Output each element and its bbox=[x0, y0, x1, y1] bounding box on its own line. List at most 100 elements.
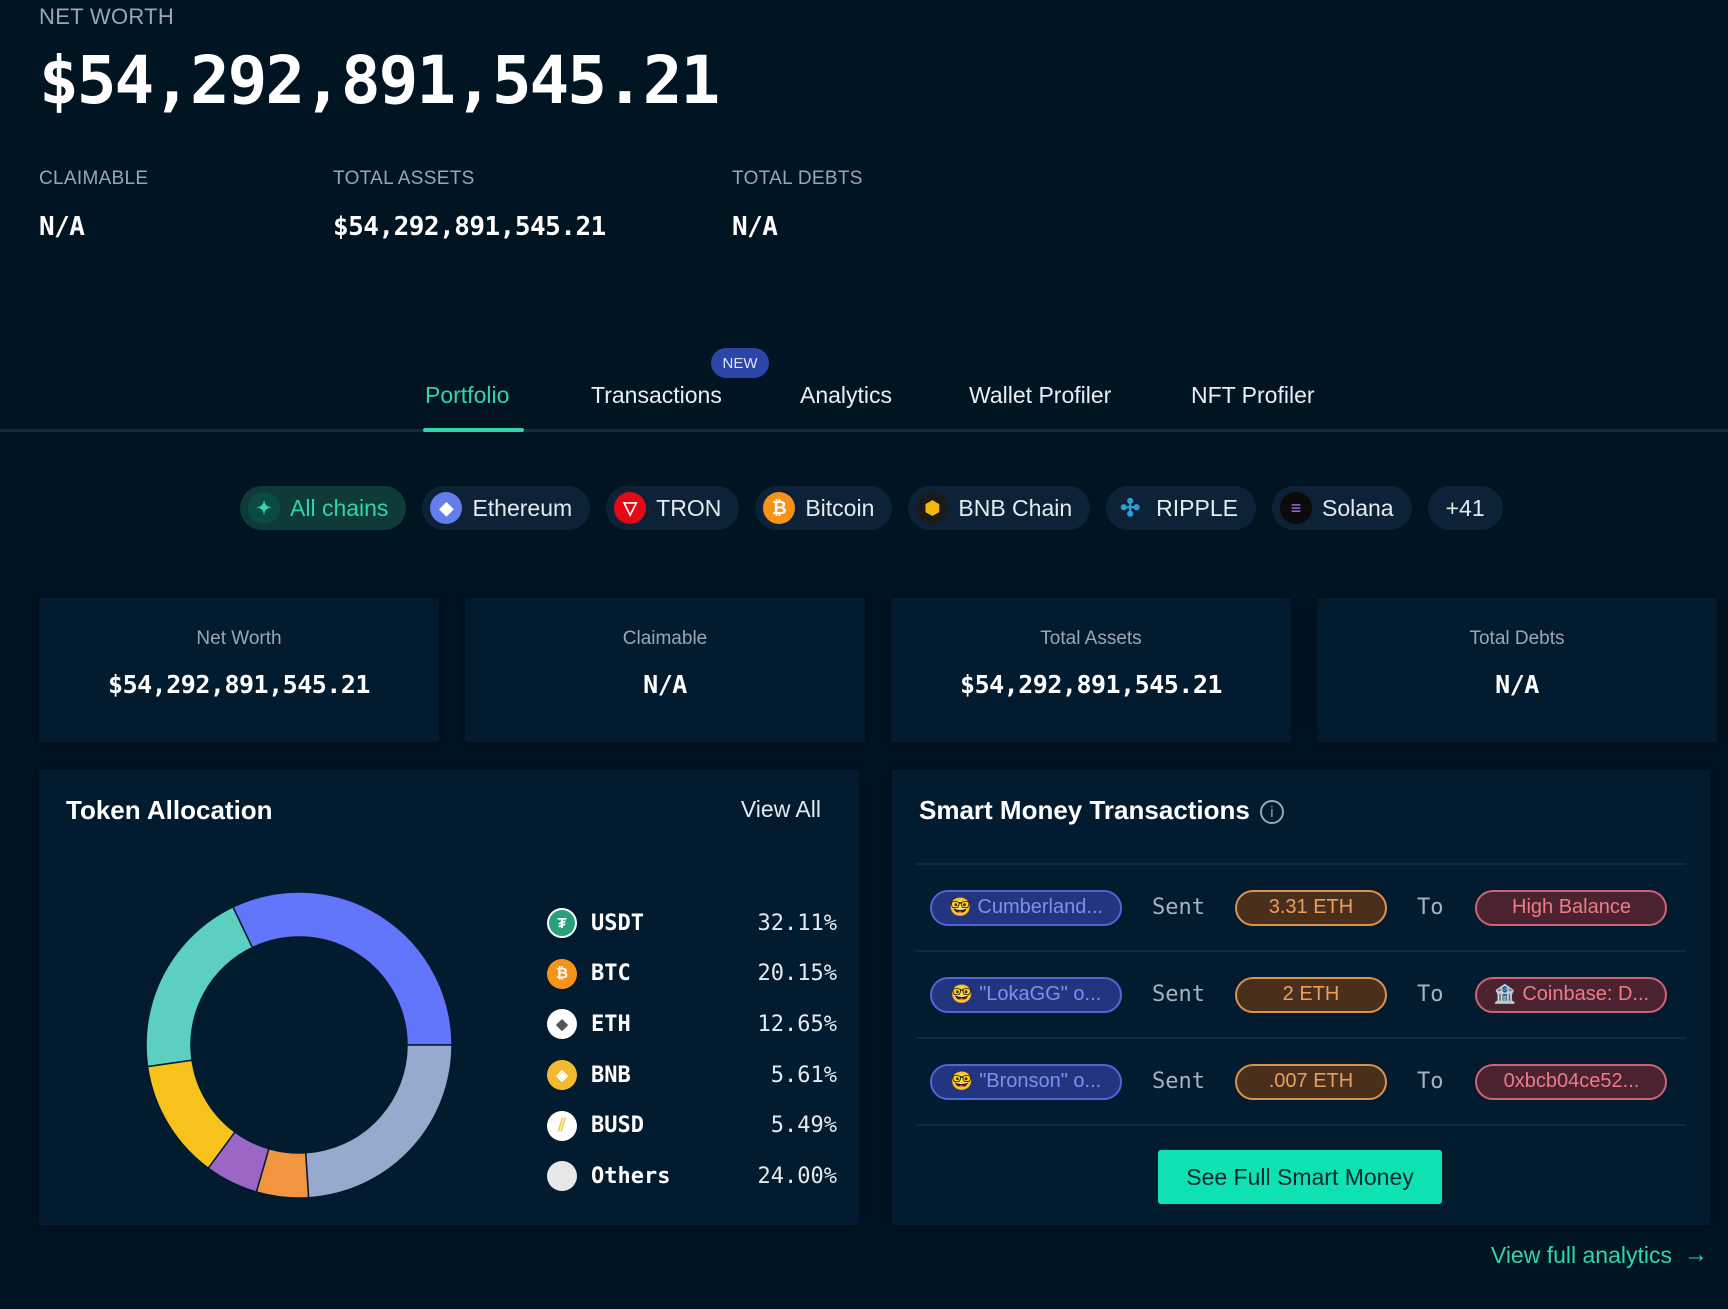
token-percent: 20.15% bbox=[757, 961, 837, 987]
card-value: $54,292,891,545.21 bbox=[960, 670, 1222, 699]
sender-name: Cumberland... bbox=[977, 896, 1104, 918]
chain-ripple[interactable]: ✣ RIPPLE bbox=[1106, 486, 1256, 530]
sender-pill[interactable]: 🤓 "LokaGG" o... bbox=[930, 976, 1122, 1013]
amount-pill[interactable]: 2 ETH bbox=[1234, 976, 1387, 1013]
chip-label: All chains bbox=[290, 494, 389, 521]
sender-pill[interactable]: 🤓 Cumberland... bbox=[930, 889, 1122, 926]
legend-item[interactable]: ⫽ BUSD 5.49% bbox=[547, 1100, 837, 1151]
recipient-pill[interactable]: 0xbcb04ce52... bbox=[1475, 1063, 1668, 1100]
card-claimable: Claimable N/A bbox=[465, 598, 865, 742]
token-symbol: ETH bbox=[591, 1011, 631, 1037]
transaction-row: 🤓 "LokaGG" o... Sent 2 ETH To 🏦 Coinbase: … bbox=[916, 952, 1686, 1039]
tron-icon: ▽ bbox=[614, 492, 647, 524]
chain-all-chains[interactable]: ✦ All chains bbox=[240, 486, 407, 530]
bank-icon: 🏦 bbox=[1493, 984, 1517, 1004]
donut-segment-others[interactable] bbox=[305, 1044, 453, 1199]
card-total-assets: Total Assets $54,292,891,545.21 bbox=[891, 598, 1291, 742]
token-allocation-panel: Token Allocation View All ₮ USDT 32.11% … bbox=[39, 770, 859, 1225]
card-value: N/A bbox=[1495, 670, 1539, 699]
token-allocation-donut-chart bbox=[145, 891, 453, 1199]
smart-money-list: 🤓 Cumberland... Sent 3.31 ETH To High Bal… bbox=[916, 863, 1686, 1126]
chain-solana[interactable]: ≡ Solana bbox=[1271, 486, 1412, 530]
view-full-label: View full analytics bbox=[1490, 1241, 1672, 1268]
card-value: N/A bbox=[643, 670, 687, 699]
recipient-pill[interactable]: 🏦 Coinbase: D... bbox=[1475, 976, 1668, 1013]
more-chains-button[interactable]: +41 bbox=[1427, 486, 1503, 530]
see-full-smart-money-button[interactable]: See Full Smart Money bbox=[1158, 1150, 1442, 1204]
chain-tron[interactable]: ▽ TRON bbox=[606, 486, 740, 530]
busd-icon: ⫽ bbox=[547, 1110, 577, 1141]
token-symbol: Others bbox=[591, 1163, 671, 1189]
card-value: $54,292,891,545.21 bbox=[108, 670, 370, 699]
recipient-name: Coinbase: D... bbox=[1522, 983, 1650, 1005]
to-label: To bbox=[1416, 1069, 1444, 1094]
info-icon[interactable]: i bbox=[1259, 800, 1284, 825]
legend-item[interactable]: ◆ ETH 12.65% bbox=[547, 999, 837, 1050]
active-tab-indicator bbox=[423, 428, 524, 432]
chip-label: TRON bbox=[656, 494, 722, 521]
others-icon bbox=[547, 1161, 577, 1192]
usdt-icon: ₮ bbox=[547, 908, 577, 939]
sender-name: "Bronson" o... bbox=[979, 1070, 1102, 1092]
token-symbol: BNB bbox=[591, 1062, 631, 1088]
card-label: Claimable bbox=[622, 628, 708, 649]
token-symbol: USDT bbox=[591, 910, 644, 936]
card-net-worth: Net Worth $54,292,891,545.21 bbox=[39, 598, 439, 742]
chain-bnb-chain[interactable]: ⬢ BNB Chain bbox=[908, 486, 1091, 530]
chain-ethereum[interactable]: ◆ Ethereum bbox=[422, 486, 591, 530]
summary-cards: Net Worth $54,292,891,545.21 Claimable N… bbox=[39, 598, 1717, 742]
chip-label: Solana bbox=[1321, 494, 1394, 521]
legend-item[interactable]: ₮ USDT 32.11% bbox=[547, 898, 837, 949]
donut-segment-btc[interactable] bbox=[145, 906, 254, 1068]
token-symbol: BTC bbox=[591, 961, 631, 987]
chip-label: Ethereum bbox=[472, 494, 573, 521]
sender-name: "LokaGG" o... bbox=[979, 983, 1102, 1005]
amount-pill[interactable]: 3.31 ETH bbox=[1234, 889, 1387, 926]
net-worth-hero: NET WORTH $54,292,891,545.21 bbox=[39, 0, 720, 119]
tab-nft-profiler[interactable]: NFT Profiler bbox=[1191, 382, 1315, 408]
token-percent: 5.49% bbox=[770, 1113, 837, 1139]
chip-label: BNB Chain bbox=[958, 494, 1073, 521]
solana-icon: ≡ bbox=[1279, 492, 1312, 524]
legend-item[interactable]: ◈ BNB 5.61% bbox=[547, 1050, 837, 1101]
tab-analytics[interactable]: Analytics bbox=[800, 382, 893, 408]
donut-segment-usdt[interactable] bbox=[231, 891, 453, 1046]
panel-title: Smart Money Transactions i bbox=[919, 795, 1284, 826]
sent-label: Sent bbox=[1152, 1069, 1205, 1094]
amount-pill[interactable]: .007 ETH bbox=[1234, 1063, 1387, 1100]
card-label: Total Debts bbox=[1469, 628, 1565, 649]
sent-label: Sent bbox=[1152, 895, 1205, 920]
main-tabs: NEW Portfolio Transactions Analytics Wal… bbox=[0, 340, 1728, 432]
stat-label: CLAIMABLE bbox=[39, 168, 149, 189]
token-legend: ₮ USDT 32.11% ₿ BTC 20.15% ◆ ETH 12.65% … bbox=[547, 898, 837, 1202]
smart-money-panel: Smart Money Transactions i 🤓 Cumberland...… bbox=[892, 770, 1710, 1225]
stat-label: TOTAL DEBTS bbox=[732, 168, 863, 189]
chain-bitcoin[interactable]: ₿ Bitcoin bbox=[755, 486, 893, 530]
sent-label: Sent bbox=[1152, 982, 1205, 1007]
eth-icon: ◆ bbox=[547, 1009, 577, 1040]
legend-item[interactable]: ₿ BTC 20.15% bbox=[547, 949, 837, 1000]
view-full-analytics-link[interactable]: View full analytics → bbox=[1491, 1241, 1708, 1269]
transaction-row: 🤓 Cumberland... Sent 3.31 ETH To High Bal… bbox=[916, 865, 1686, 952]
tab-transactions[interactable]: Transactions bbox=[591, 382, 722, 408]
token-percent: 5.61% bbox=[770, 1062, 837, 1088]
nerd-face-icon: 🤓 bbox=[948, 897, 972, 917]
chip-label: Bitcoin bbox=[805, 494, 875, 521]
ripple-icon: ✣ bbox=[1120, 494, 1141, 522]
nerd-face-icon: 🤓 bbox=[950, 1071, 974, 1091]
summary-stats: CLAIMABLE N/A TOTAL ASSETS $54,292,891,5… bbox=[39, 168, 863, 242]
stat-value: N/A bbox=[39, 212, 85, 242]
view-all-link[interactable]: View All bbox=[740, 796, 821, 822]
sender-pill[interactable]: 🤓 "Bronson" o... bbox=[930, 1063, 1122, 1100]
token-percent: 24.00% bbox=[757, 1163, 837, 1189]
stat-claimable: CLAIMABLE N/A bbox=[39, 168, 333, 242]
tab-wallet-profiler[interactable]: Wallet Profiler bbox=[969, 382, 1112, 408]
stat-label: TOTAL ASSETS bbox=[333, 168, 475, 189]
token-symbol: BUSD bbox=[591, 1113, 644, 1139]
tab-portfolio[interactable]: Portfolio bbox=[425, 382, 510, 408]
card-total-debts: Total Debts N/A bbox=[1317, 598, 1717, 742]
legend-item[interactable]: Others 24.00% bbox=[547, 1151, 837, 1202]
token-percent: 12.65% bbox=[757, 1011, 837, 1037]
sparkle-icon: ✦ bbox=[248, 492, 280, 524]
recipient-pill[interactable]: High Balance bbox=[1475, 889, 1668, 926]
